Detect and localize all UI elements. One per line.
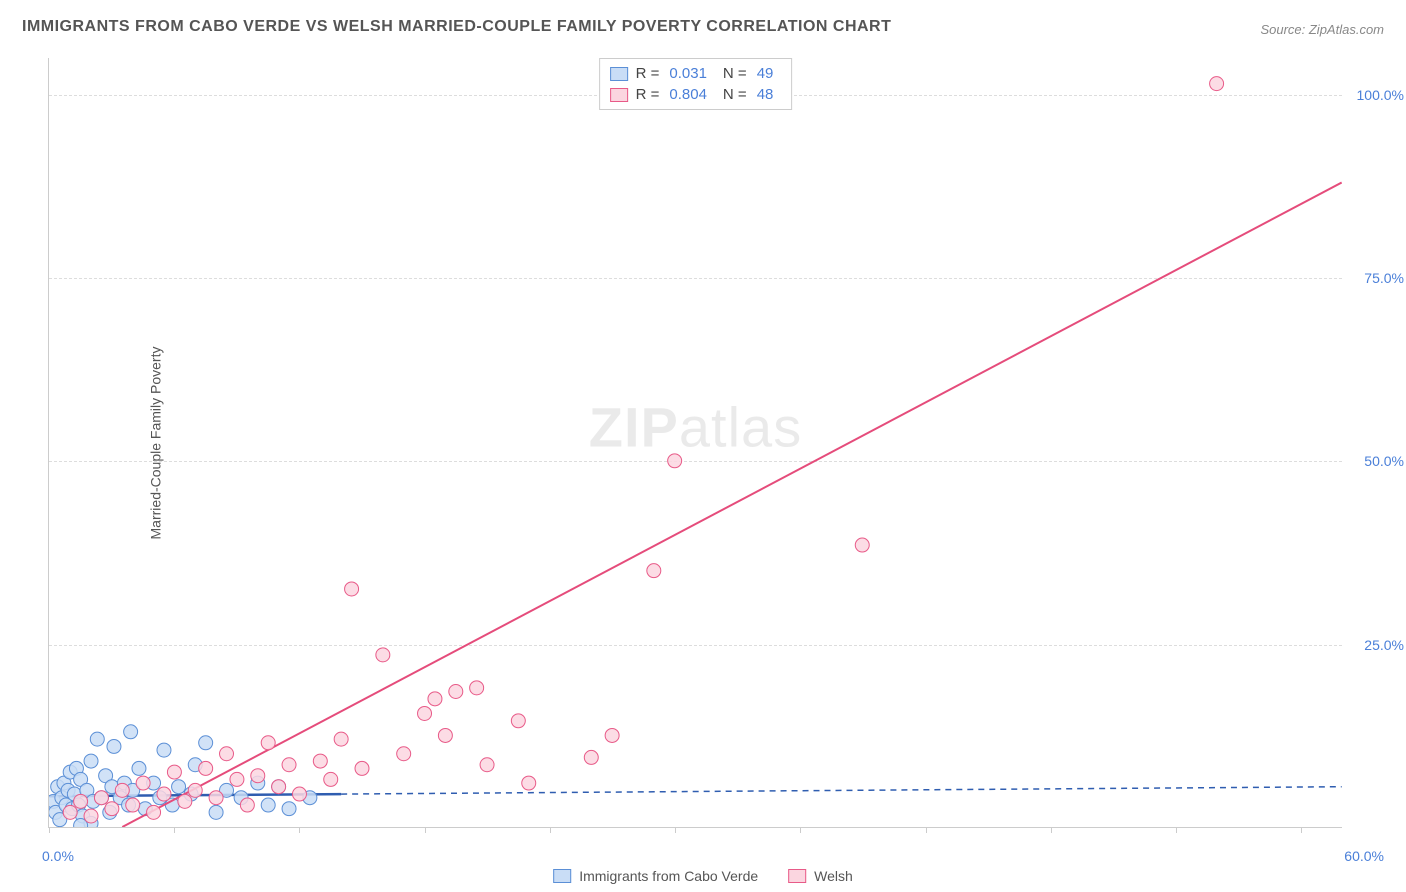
legend-series: Immigrants from Cabo Verde Welsh [553, 868, 853, 884]
legend-item: Immigrants from Cabo Verde [553, 868, 758, 884]
legend-swatch-blue [553, 869, 571, 883]
legend-stats-row: R = 0.031 N = 49 [610, 63, 782, 84]
legend-n-value-1: 49 [757, 65, 774, 82]
legend-swatch-pink [610, 88, 628, 102]
y-tick-label: 100.0% [1357, 87, 1404, 103]
legend-item: Welsh [788, 868, 853, 884]
y-tick-label: 75.0% [1364, 270, 1404, 286]
legend-stats-box: R = 0.031 N = 49 R = 0.804 N = 48 [599, 58, 793, 110]
legend-series-label-1: Immigrants from Cabo Verde [579, 868, 758, 884]
page-title: IMMIGRANTS FROM CABO VERDE VS WELSH MARR… [22, 18, 891, 36]
legend-n-value-2: 48 [757, 86, 774, 103]
x-axis-label-right: 60.0% [1344, 848, 1384, 864]
plot-area: Married-Couple Family Poverty 25.0%50.0%… [48, 58, 1342, 828]
legend-series-label-2: Welsh [814, 868, 853, 884]
legend-r-value-1: 0.031 [669, 65, 707, 82]
y-tick-label: 25.0% [1364, 637, 1404, 653]
legend-swatch-blue [610, 67, 628, 81]
y-tick-label: 50.0% [1364, 453, 1404, 469]
legend-r-label: R = [636, 65, 660, 82]
x-axis-label-left: 0.0% [42, 848, 74, 864]
legend-swatch-pink [788, 869, 806, 883]
source-attribution: Source: ZipAtlas.com [1260, 22, 1384, 37]
legend-n-label: N = [723, 65, 747, 82]
legend-r-value-2: 0.804 [669, 86, 707, 103]
chart-canvas [49, 58, 1342, 827]
legend-n-label: N = [723, 86, 747, 103]
legend-stats-row: R = 0.804 N = 48 [610, 84, 782, 105]
legend-r-label: R = [636, 86, 660, 103]
